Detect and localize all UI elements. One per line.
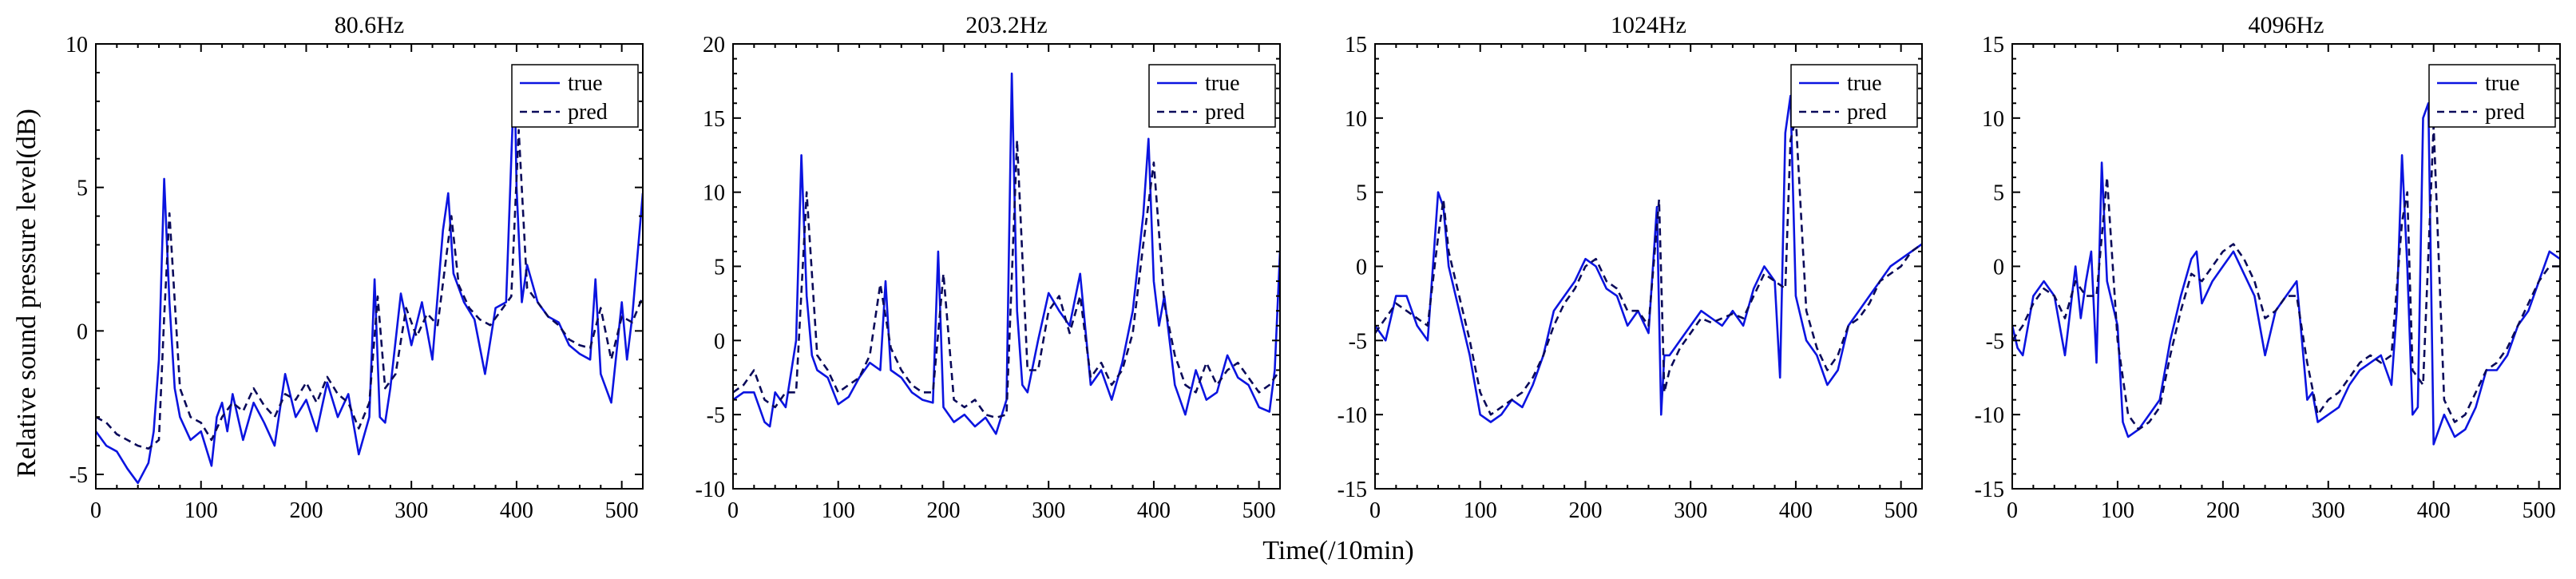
x-tick-label: 0 [1369,498,1381,523]
chart-title: 4096Hz [2249,12,2324,38]
x-tick-label: 300 [1674,498,1707,523]
series-group [733,72,1280,435]
legend-label-true: true [2485,71,2520,96]
x-tick-label: 0 [727,498,739,523]
chart-title: 1024Hz [1611,12,1686,38]
y-tick-label: 0 [714,329,725,354]
legend: true pred [511,64,639,128]
x-tick-label: 200 [289,498,323,523]
y-tick-label: -15 [1975,478,2004,502]
y-tick-label: 0 [77,319,88,344]
x-tick-label: 200 [1568,498,1602,523]
legend-label-true: true [568,71,603,96]
y-axis-label: Relative sound pressure level(dB) [12,109,42,478]
x-tick-label: 300 [394,498,428,523]
y-tick-label: 5 [714,256,725,280]
x-tick-label: 100 [2101,498,2134,523]
y-tick-label: 0 [1993,256,2004,280]
x-tick-label: 0 [90,498,101,523]
y-tick-label: 5 [1356,181,1367,206]
y-tick-label: -5 [707,403,725,428]
chart-title: 203.2Hz [965,12,1047,38]
x-tick-label: 100 [1464,498,1497,523]
legend: true pred [1790,64,1918,128]
y-tick-label: 15 [1982,33,2004,58]
x-tick-label: 500 [605,498,639,523]
x-tick-label: 300 [2312,498,2345,523]
y-tick-label: 10 [1982,107,2004,132]
series-group [1375,94,1922,423]
y-tick-label: 5 [1993,181,2004,206]
panel-3: 1024Hz 0 100 200 300 400 500 -15 -10 -5 0 5 10 15 true… [1338,12,1923,523]
y-tick-label: -10 [1975,403,2004,428]
legend: true pred [1148,64,1276,128]
x-tick-label: 400 [1137,498,1171,523]
legend-box [2428,64,2556,128]
x-tick-label: 0 [2007,498,2018,523]
y-tick-label: 10 [703,181,725,206]
y-tick-label: 10 [65,33,88,58]
series-line-true [2012,102,2560,446]
x-tick-label: 200 [2206,498,2240,523]
legend-label-true: true [1205,71,1240,96]
series-line-true [733,72,1280,435]
legend-box [1148,64,1276,128]
x-tick-label: 300 [1032,498,1065,523]
x-axis-label: Time(/10min) [1262,536,1414,565]
y-tick-label: 20 [703,33,725,58]
legend-box [511,64,639,128]
y-tick-label: 10 [1345,107,1367,132]
series-line-pred [1375,117,1922,416]
series-line-pred [96,129,643,450]
chart-title: 80.6Hz [335,12,404,38]
legend-label-pred: pred [568,100,608,125]
legend-box [1790,64,1918,128]
y-tick-label: -10 [1338,403,1367,428]
x-tick-label: 200 [926,498,960,523]
y-tick-label: 15 [703,107,725,132]
series-line-true [1375,94,1922,423]
legend-label-pred: pred [1847,100,1887,125]
series-group [96,69,643,485]
y-tick-label: -5 [1349,329,1367,354]
legend: true pred [2428,64,2556,128]
x-tick-label: 400 [1779,498,1813,523]
y-tick-label: -15 [1338,478,1367,502]
x-tick-label: 500 [1242,498,1276,523]
y-tick-label: 0 [1356,256,1367,280]
x-tick-label: 400 [2417,498,2451,523]
x-tick-label: 500 [2522,498,2556,523]
y-tick-label: -5 [1986,329,2004,354]
series-group [2012,102,2560,446]
series-line-pred [2012,124,2560,431]
x-tick-label: 400 [500,498,533,523]
legend-label-pred: pred [1205,100,1245,125]
x-tick-label: 100 [184,498,218,523]
y-tick-label: 15 [1345,33,1367,58]
series-line-true [96,69,643,485]
x-tick-label: 100 [822,498,855,523]
y-tick-label: -5 [69,463,88,488]
x-tick-label: 500 [1884,498,1918,523]
y-tick-label: 5 [77,176,88,201]
legend-label-pred: pred [2485,100,2525,125]
y-tick-label: -10 [696,478,725,502]
legend-label-true: true [1847,71,1882,96]
panel-4: 4096Hz 0 100 200 300 400 500 -15 -10 -5 0 5 10 15 true… [1975,12,2561,523]
panel-2: 203.2Hz 0 100 200 300 400 500 -10 -5 0 5 10 15 20 true… [696,12,1281,523]
series-line-pred [733,139,1280,419]
